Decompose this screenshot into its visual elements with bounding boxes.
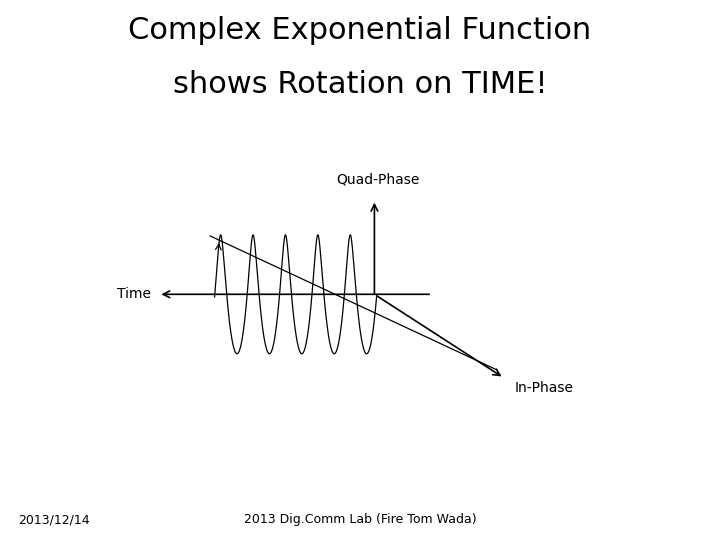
Text: In-Phase: In-Phase xyxy=(515,381,574,395)
Text: Time: Time xyxy=(117,287,151,301)
Text: 2013 Dig.Comm Lab (Fire Tom Wada): 2013 Dig.Comm Lab (Fire Tom Wada) xyxy=(243,514,477,526)
Text: shows Rotation on TIME!: shows Rotation on TIME! xyxy=(173,70,547,99)
Text: Quad-Phase: Quad-Phase xyxy=(336,172,420,186)
Text: 2013/12/14: 2013/12/14 xyxy=(18,514,89,526)
Text: Complex Exponential Function: Complex Exponential Function xyxy=(128,16,592,45)
